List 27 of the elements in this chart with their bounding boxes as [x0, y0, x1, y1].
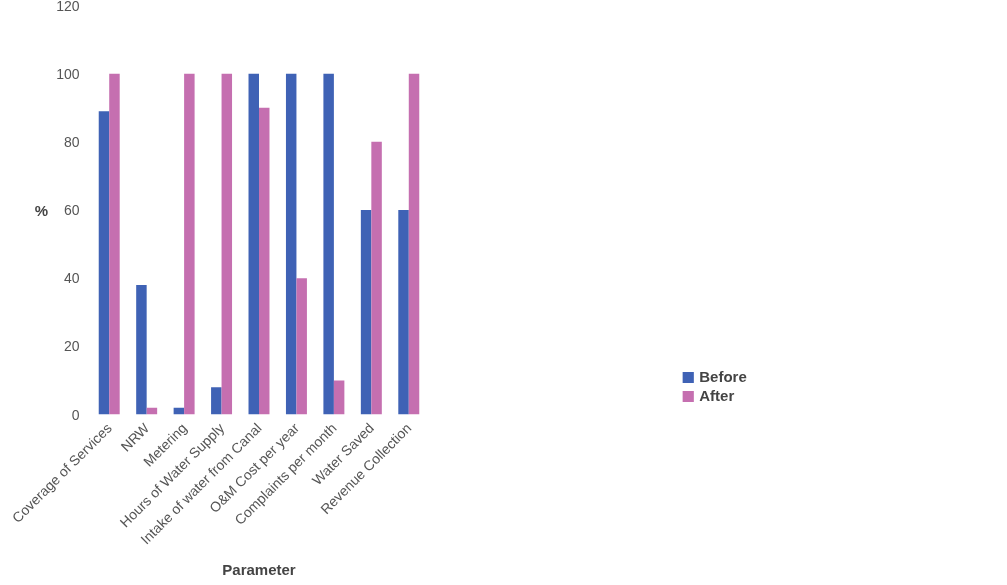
bar: [398, 210, 409, 415]
bar: [408, 73, 420, 415]
bar: [221, 73, 233, 415]
bar: [109, 73, 120, 415]
bar: [136, 284, 147, 415]
y-tick-label: 0: [71, 406, 80, 423]
y-tick-label: 100: [56, 65, 80, 82]
bar: [296, 278, 307, 415]
bar: [211, 387, 222, 415]
bar: [333, 380, 345, 415]
legend-label: Before: [699, 368, 747, 385]
y-tick-label: 80: [63, 133, 80, 150]
bar: [371, 141, 382, 415]
bar: [323, 73, 334, 415]
bar: [248, 73, 259, 415]
x-axis-title: Parameter: [222, 560, 296, 578]
bar: [360, 210, 372, 415]
y-tick-label: 40: [63, 270, 80, 287]
y-tick-label: 120: [56, 0, 80, 14]
legend-label: After: [699, 387, 735, 404]
y-tick-label: 20: [63, 338, 80, 355]
bar: [98, 111, 110, 415]
y-axis-title: %: [34, 201, 49, 219]
y-tick-label: 60: [63, 202, 80, 218]
bar: [285, 73, 297, 415]
bar: [184, 73, 195, 415]
bar: [259, 107, 270, 415]
